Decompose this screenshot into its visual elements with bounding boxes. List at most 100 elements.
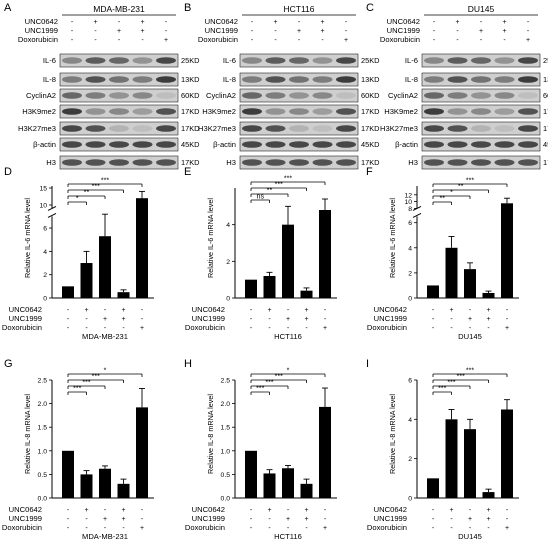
treatment-sign: - — [250, 316, 253, 323]
protein-band — [494, 159, 515, 166]
treatment-sign: - — [71, 37, 74, 44]
significance-label: *** — [466, 178, 474, 185]
data-bar — [136, 407, 148, 498]
cell-line-label: MDA-MB-231 — [82, 532, 128, 541]
protein-band — [242, 92, 262, 99]
treatment-sign: + — [140, 525, 144, 532]
treatment-sign: - — [85, 516, 88, 523]
molecular-weight-label: 60KD — [181, 91, 200, 100]
significance-label: *** — [438, 386, 446, 393]
treatment-sign: + — [121, 507, 125, 514]
treatment-sign: + — [479, 28, 483, 35]
treatment-sign: - — [469, 325, 472, 332]
y-tick-label: 0.0 — [221, 496, 231, 503]
protein-band — [518, 57, 538, 64]
treatment-sign: + — [273, 19, 277, 26]
treatment-label: UNC0642 — [205, 17, 238, 26]
treatment-sign: - — [321, 37, 324, 44]
treatment-label: UNC0642 — [387, 17, 420, 26]
molecular-weight-label: 13KD — [361, 75, 380, 84]
treatment-sign: - — [122, 525, 125, 532]
protein-band — [62, 92, 82, 99]
protein-band — [518, 141, 538, 148]
y-tick-label: 2.5 — [38, 378, 48, 385]
significance-label: *** — [92, 184, 100, 191]
blot-row-label: β-actin — [213, 140, 236, 149]
treatment-label: UNC1999 — [387, 26, 420, 35]
protein-band — [447, 57, 468, 64]
y-tick-label: 0 — [226, 296, 230, 303]
y-tick-label: 1.0 — [221, 448, 231, 455]
treatment-sign: - — [268, 516, 271, 523]
data-bar — [99, 236, 111, 298]
treatment-sign: - — [85, 525, 88, 532]
molecular-weight-label: 60KD — [543, 91, 548, 100]
significance-label: *** — [256, 386, 264, 393]
molecular-weight-label: 17KD — [361, 158, 380, 167]
treatment-sign: - — [67, 316, 70, 323]
protein-band — [109, 76, 129, 83]
y-tick-label: 4 — [408, 245, 412, 252]
significance-label: ns — [257, 194, 265, 201]
cell-line-label: MDA-MB-231 — [82, 332, 128, 341]
data-bar — [80, 474, 93, 498]
protein-band — [265, 125, 286, 132]
protein-band — [424, 159, 444, 166]
treatment-sign: - — [480, 37, 483, 44]
y-tick-label: 10 — [404, 199, 412, 206]
protein-band — [447, 108, 468, 115]
protein-band — [242, 108, 262, 115]
treatment-label: Doxorubicin — [185, 323, 225, 332]
protein-band — [289, 159, 309, 166]
treatment-sign: - — [503, 37, 506, 44]
protein-band — [289, 92, 309, 99]
y-tick-label: 10 — [39, 203, 47, 210]
protein-band — [85, 125, 106, 132]
protein-band — [132, 57, 153, 64]
treatment-sign: - — [67, 507, 70, 514]
treatment-sign: - — [432, 316, 435, 323]
panel-letter: C — [366, 2, 374, 14]
cell-line-title: DU145 — [468, 4, 495, 14]
treatment-sign: + — [505, 325, 509, 332]
axis-break-mark — [47, 212, 57, 218]
molecular-weight-label: 17KD — [543, 124, 548, 133]
treatment-label: UNC1999 — [192, 314, 225, 323]
treatment-sign: - — [324, 307, 327, 314]
treatment-label: Doxorubicin — [380, 35, 420, 44]
treatment-sign: - — [432, 516, 435, 523]
treatment-sign: - — [305, 325, 308, 332]
treatment-sign: + — [323, 325, 327, 332]
treatment-sign: + — [121, 516, 125, 523]
treatment-sign: + — [267, 507, 271, 514]
treatment-sign: - — [67, 516, 70, 523]
treatment-label: UNC1999 — [205, 26, 238, 35]
blot-row-label: H3 — [408, 158, 418, 167]
treatment-sign: + — [468, 516, 472, 523]
treatment-sign: - — [324, 516, 327, 523]
data-bar — [62, 286, 74, 298]
treatment-sign: + — [286, 316, 290, 323]
protein-band — [336, 76, 356, 83]
treatment-sign: - — [141, 307, 144, 314]
molecular-weight-label: 45KD — [361, 140, 380, 149]
treatment-label: UNC0642 — [192, 505, 225, 514]
y-tick-label: 0.5 — [38, 472, 48, 479]
treatment-sign: - — [94, 28, 97, 35]
molecular-weight-label: 13KD — [181, 75, 200, 84]
data-bar — [300, 290, 313, 298]
data-bar — [319, 210, 331, 298]
molecular-weight-label: 25KD — [543, 56, 548, 65]
protein-band — [242, 159, 262, 166]
treatment-sign: - — [450, 525, 453, 532]
protein-band — [265, 159, 286, 166]
treatment-sign: - — [250, 325, 253, 332]
treatment-sign: - — [487, 325, 490, 332]
treatment-label: UNC1999 — [374, 514, 407, 523]
protein-band — [312, 159, 333, 166]
treatment-sign: - — [324, 507, 327, 514]
treatment-sign: + — [84, 307, 88, 314]
treatment-sign: - — [268, 325, 271, 332]
protein-band — [109, 141, 129, 148]
protein-band — [424, 108, 444, 115]
